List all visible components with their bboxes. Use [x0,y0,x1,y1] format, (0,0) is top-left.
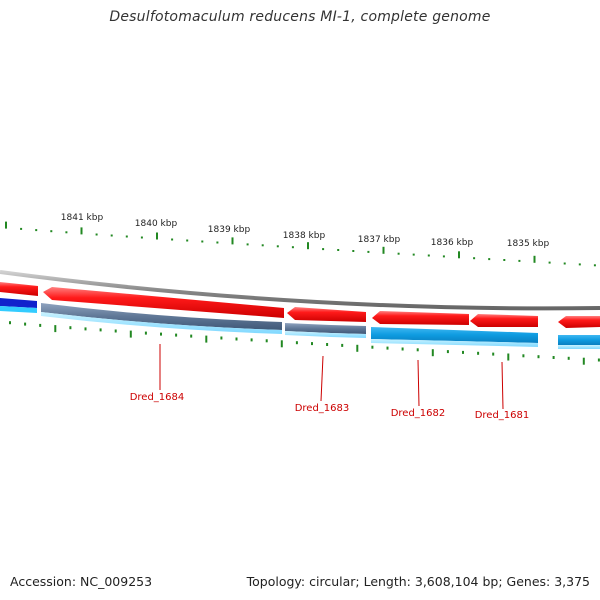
page-title: Desulfotomaculum reducens MI-1, complete… [109,9,491,25]
strand-segment[interactable] [285,323,366,334]
strand-segment [371,339,538,347]
strand-segment[interactable] [41,303,282,330]
gene-label[interactable]: Dred_1684 [130,392,185,403]
gene-callouts [159,344,504,410]
gene-label[interactable]: Dred_1681 [475,410,530,421]
strand-segment [285,331,366,338]
ruler-labels: 1841 kbp 1840 kbp 1839 kbp 1838 kbp 1837 kbp… [61,213,550,249]
strand-segment [41,312,282,334]
gene-label[interactable]: Dred_1682 [391,408,446,419]
gene-label[interactable]: Dred_1683 [295,403,350,414]
ruler-kbp-label: 1835 kbp [507,239,550,249]
strand-segment[interactable] [371,327,538,343]
ruler-kbp-label: 1836 kbp [431,238,474,248]
ruler-kbp-label: 1841 kbp [61,213,104,223]
ruler-kbp-label: 1839 kbp [208,225,251,235]
gene-labels: Dred_1684 Dred_1683 Dred_1682 Dred_1681 [130,392,530,421]
cds-arrow[interactable] [43,287,284,318]
strand-segment [558,345,600,349]
genome-backbone [0,270,600,311]
reverse-strand-track [0,298,600,349]
gene-callout-line [417,359,420,407]
strand-segment[interactable] [0,306,37,313]
ruler-kbp-label: 1838 kbp [283,231,326,241]
cds-arrow[interactable] [470,314,538,327]
ruler-kbp-label: 1840 kbp [135,219,178,229]
cds-arrow[interactable] [372,311,469,325]
strand-segment[interactable] [558,335,600,345]
cds-arrow[interactable] [0,282,38,296]
strand-segment[interactable] [0,298,37,308]
cds-arrow[interactable] [558,316,600,328]
forward-cds-track [0,282,600,328]
cds-arrow[interactable] [287,307,366,322]
accession-text: Accession: NC_009253 [10,574,153,589]
ruler-upper-ticks [5,221,596,267]
gene-callout-line [320,355,324,402]
ruler-lower-ticks [9,321,600,365]
gene-callout-line [501,361,504,410]
ruler-kbp-label: 1837 kbp [358,235,401,245]
topology-text: Topology: circular; Length: 3,608,104 bp… [246,574,590,589]
